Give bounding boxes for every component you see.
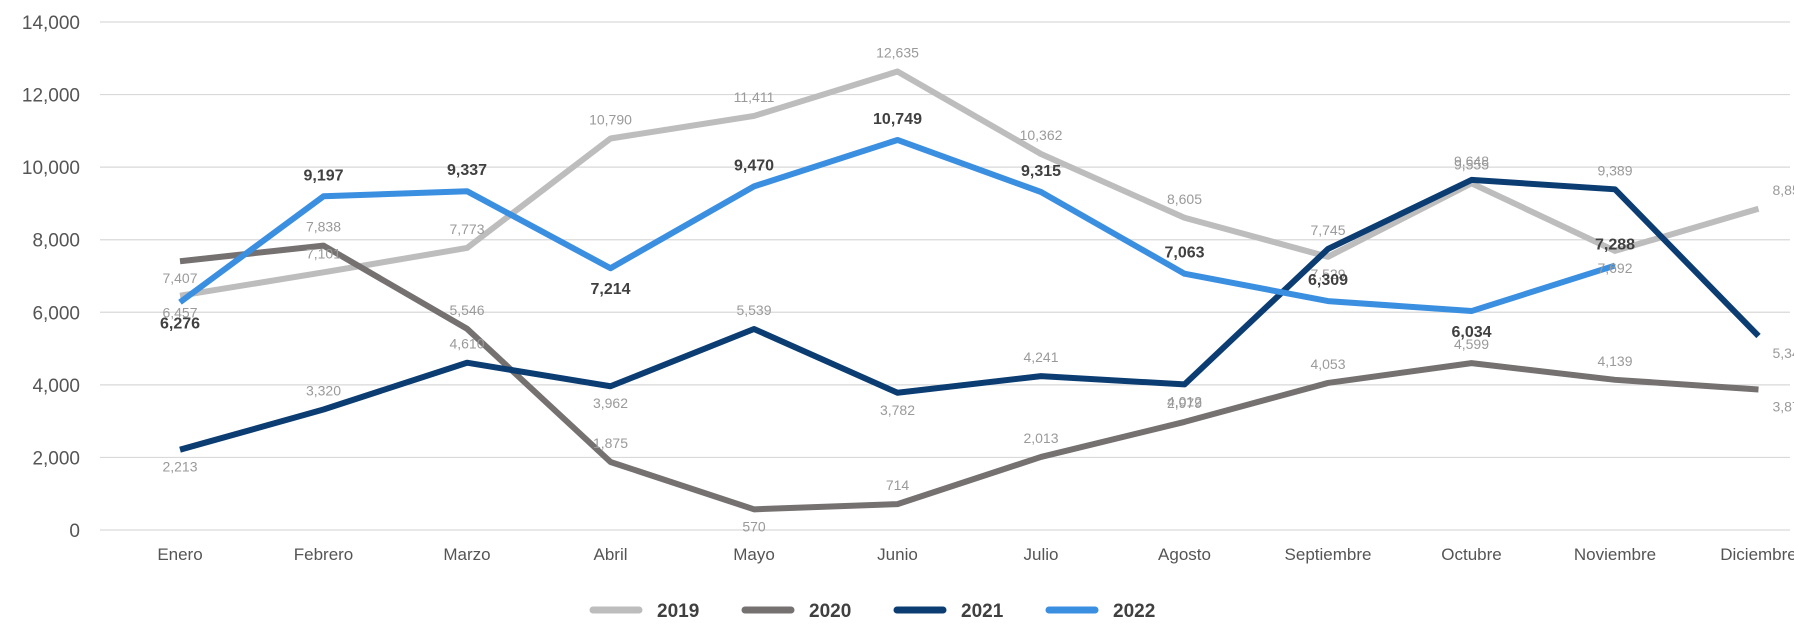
data-label-2019: 9,555: [1454, 156, 1489, 172]
y-tick-label: 2,000: [32, 448, 80, 469]
data-label-2020: 4,599: [1454, 336, 1489, 352]
series-line-2021: [179, 176, 1761, 453]
y-tick-label: 4,000: [32, 376, 80, 397]
data-label-2019: 10,362: [1020, 127, 1063, 143]
y-tick-label: 14,000: [22, 13, 80, 34]
data-label-2022: 9,470: [734, 157, 774, 174]
x-tick-label: Diciembre: [1720, 545, 1794, 564]
data-label-2021: 5,347: [1773, 345, 1794, 361]
data-label-2020: 2,013: [1023, 430, 1058, 446]
legend-label: 2020: [809, 601, 851, 622]
legend: 2019 2020 2021 2022: [589, 601, 1155, 622]
data-label-2019: 8,605: [1167, 191, 1202, 207]
data-label-2022: 7,288: [1595, 237, 1635, 254]
data-label-2022: 6,309: [1308, 272, 1348, 289]
x-tick-label: Abril: [593, 545, 627, 564]
x-tick-label: Octubre: [1441, 545, 1501, 564]
data-label-2019: 11,411: [734, 89, 775, 105]
y-tick-label: 0: [69, 521, 80, 542]
data-label-2022: 6,034: [1451, 324, 1491, 341]
data-label-2020: 4,139: [1597, 353, 1632, 369]
legend-label: 2022: [1113, 601, 1155, 622]
x-tick-label: Marzo: [443, 545, 490, 564]
data-label-2022: 9,337: [447, 162, 487, 179]
series-line-2020: [179, 242, 1759, 513]
data-label-2022: 7,214: [590, 281, 630, 298]
y-tick-label: 6,000: [32, 303, 80, 324]
data-label-2019: 10,790: [589, 111, 632, 127]
data-label-2019: 12,635: [876, 45, 919, 61]
data-label-2022: 9,197: [303, 167, 343, 184]
x-tick-label: Septiembre: [1285, 545, 1372, 564]
data-label-2019: 7,692: [1597, 260, 1632, 276]
data-label-2019: 6,457: [162, 305, 197, 321]
data-label-2019: 7,529: [1310, 266, 1345, 282]
series-line-2022: [178, 136, 1616, 315]
series-lines: [178, 68, 1761, 513]
data-label-2020: 570: [742, 518, 766, 534]
x-tick-label: Agosto: [1158, 545, 1211, 564]
x-tick-label: Enero: [157, 545, 202, 564]
data-label-2020: 4,053: [1310, 356, 1345, 372]
data-label-2019: 8,852: [1773, 182, 1794, 198]
data-label-2020: 2,979: [1167, 395, 1202, 411]
data-label-2021: 3,320: [306, 383, 341, 399]
data-label-2020: 1,875: [593, 435, 628, 451]
y-tick-label: 10,000: [22, 158, 80, 179]
legend-label: 2021: [961, 601, 1004, 622]
data-label-2020: 7,838: [306, 219, 341, 235]
data-label-2021: 3,782: [880, 402, 915, 418]
data-label-2021: 4,012: [1167, 393, 1202, 409]
data-label-2020: 5,546: [449, 302, 484, 318]
data-labels: 6,457 7,101 7,773 10,790 11,411 12,635 10,362 8…: [160, 45, 1794, 535]
x-tick-label: Noviembre: [1574, 545, 1656, 564]
data-label-2021: 2,213: [162, 459, 197, 475]
x-tick-label: Junio: [877, 545, 918, 564]
y-tick-label: 12,000: [22, 86, 80, 107]
data-label-2021: 4,610: [449, 336, 484, 352]
data-label-2020: 3,872: [1773, 399, 1794, 415]
y-tick-label: 8,000: [32, 231, 80, 252]
data-label-2020: 714: [886, 477, 910, 493]
data-label-2022: 6,276: [160, 315, 200, 332]
y-axis: 0 2,000 4,000 6,000 8,000 10,000 12,000 14,000: [22, 13, 80, 542]
x-tick-label: Mayo: [733, 545, 775, 564]
data-label-2021: 9,648: [1454, 153, 1489, 169]
data-label-2019: 7,101: [306, 245, 341, 261]
data-label-2021: 7,745: [1310, 222, 1345, 238]
data-label-2019: 7,773: [449, 221, 484, 237]
legend-label: 2019: [657, 601, 699, 622]
data-label-2021: 9,389: [1597, 162, 1632, 178]
series-line-2019: [179, 68, 1760, 299]
data-label-2020: 7,407: [162, 270, 197, 286]
data-label-2021: 4,241: [1023, 349, 1058, 365]
data-label-2022: 10,749: [873, 111, 922, 128]
data-label-2022: 7,063: [1164, 245, 1204, 262]
data-label-2021: 3,962: [593, 395, 628, 411]
x-tick-label: Febrero: [294, 545, 354, 564]
data-label-2021: 5,539: [736, 302, 771, 318]
x-tick-label: Julio: [1024, 545, 1059, 564]
x-axis: Enero Febrero Marzo Abril Mayo Junio Julio Agos…: [157, 545, 1794, 564]
data-label-2022: 9,315: [1021, 163, 1061, 180]
